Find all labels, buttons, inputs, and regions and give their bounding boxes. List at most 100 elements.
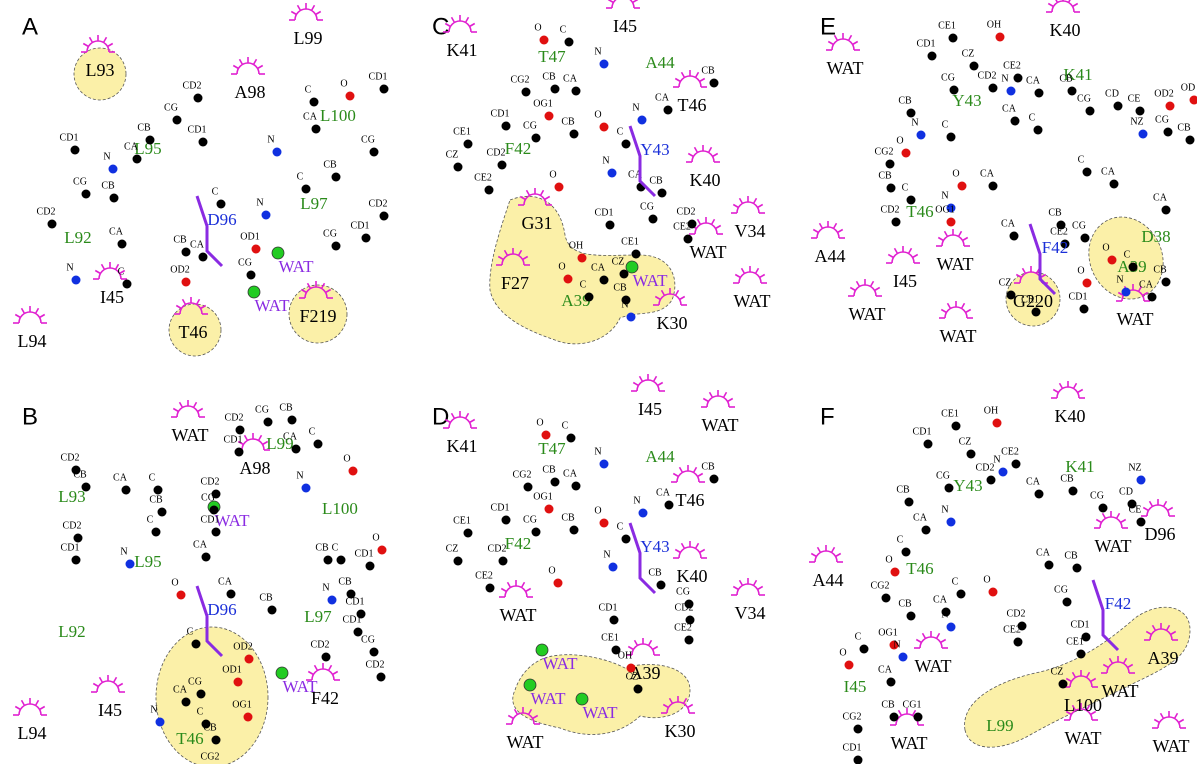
atom [882, 594, 891, 603]
atom [354, 628, 363, 637]
arc-spoke [895, 248, 898, 253]
atom [1035, 89, 1044, 98]
atom-label: CE1 [621, 236, 639, 247]
ligand-bond [630, 523, 655, 593]
atom-label: CB [896, 484, 910, 495]
atom [907, 196, 916, 205]
atom [622, 535, 631, 544]
arc-spoke [696, 72, 699, 77]
atom [947, 623, 956, 632]
hydrophobic-arc [671, 465, 705, 482]
atom-label: CG1 [903, 699, 922, 710]
atom [710, 79, 719, 88]
atom-label: CG [238, 257, 252, 268]
arc-spoke [102, 264, 105, 269]
atom-label: CG [936, 470, 950, 481]
atom-label: N [1001, 73, 1008, 84]
arc-spoke [853, 42, 858, 45]
atom [665, 501, 674, 510]
residue-label: WAT [1102, 681, 1139, 701]
atom-label: CD2 [369, 198, 388, 209]
atom [212, 528, 221, 537]
atom-label: N [941, 504, 948, 515]
arc-spoke [245, 435, 248, 440]
arc-spoke [254, 59, 257, 64]
atom-label: CD1 [595, 207, 614, 218]
atom-label: CB [279, 402, 293, 413]
atom [268, 606, 277, 615]
residue-label: F42 [505, 534, 531, 553]
atom [235, 448, 244, 457]
atom [542, 431, 551, 440]
atom-label: O [171, 577, 178, 588]
atom-label: CG [73, 176, 87, 187]
atom [1162, 206, 1171, 215]
arc-spoke [93, 684, 98, 687]
atom [952, 422, 961, 431]
residue-label: T46 [906, 559, 933, 578]
arc-spoke [923, 633, 926, 638]
arc-spoke [728, 399, 733, 402]
arc-spoke [760, 275, 765, 278]
atom-label: CE2 [474, 172, 492, 183]
arc-spoke [501, 589, 506, 592]
atom-label: CB [701, 461, 715, 472]
atom [74, 534, 83, 543]
atom-label: O [983, 574, 990, 585]
hydrophobic-arc [848, 279, 882, 296]
residue-label: WAT [1153, 736, 1190, 756]
arc-spoke [733, 587, 738, 590]
arc-spoke [899, 710, 902, 715]
arc-spoke [888, 255, 893, 258]
residue-label: L94 [18, 331, 47, 351]
atom [1034, 126, 1043, 135]
atom-label: CE1 [601, 632, 619, 643]
atom [217, 200, 226, 209]
atom [288, 416, 297, 425]
hydrophobic-arc [914, 631, 948, 648]
arc-spoke [675, 79, 680, 82]
arc-spoke [180, 402, 183, 407]
residue-label: T46 [176, 729, 203, 748]
atom-label: CG [1072, 220, 1086, 231]
arc-spoke [676, 290, 679, 295]
water-label: WAT [543, 654, 579, 673]
water-label: WAT [283, 677, 319, 696]
atom-label: C [212, 186, 219, 197]
atom [634, 685, 643, 694]
atom-label: CG [1090, 490, 1104, 501]
arc-spoke [945, 231, 948, 236]
arc [1057, 387, 1079, 398]
residue-label: L93 [86, 60, 115, 80]
atom-label: CG [523, 120, 537, 131]
arc [505, 586, 527, 597]
arc-spoke [700, 79, 705, 82]
atom-label: CA [193, 539, 208, 550]
atom [892, 218, 901, 227]
atom [244, 713, 253, 722]
atom [109, 165, 118, 174]
arc-spoke [740, 580, 743, 585]
atom-label: O [839, 647, 846, 658]
arc-spoke [680, 297, 685, 300]
atom [362, 234, 371, 243]
atom-label: O [558, 261, 565, 272]
atom [146, 136, 155, 145]
panel-label: A [22, 13, 38, 40]
residue-label: K40 [1050, 20, 1081, 40]
arc [237, 63, 259, 74]
atom-label: CA [124, 141, 139, 152]
arc-spoke [100, 677, 103, 682]
residue-label: I45 [613, 16, 637, 36]
residue-label: WAT [849, 304, 886, 324]
atom [902, 548, 911, 557]
arc-spoke [834, 223, 837, 228]
atom-label: CA [109, 226, 124, 237]
residue-label: WAT [891, 733, 928, 753]
residue-label: G31 [522, 213, 553, 233]
arc [695, 223, 717, 234]
arc-spoke [15, 707, 20, 710]
hydrophobic-arc [731, 578, 765, 595]
arc-spoke [640, 376, 643, 381]
arc-spoke [857, 281, 860, 286]
